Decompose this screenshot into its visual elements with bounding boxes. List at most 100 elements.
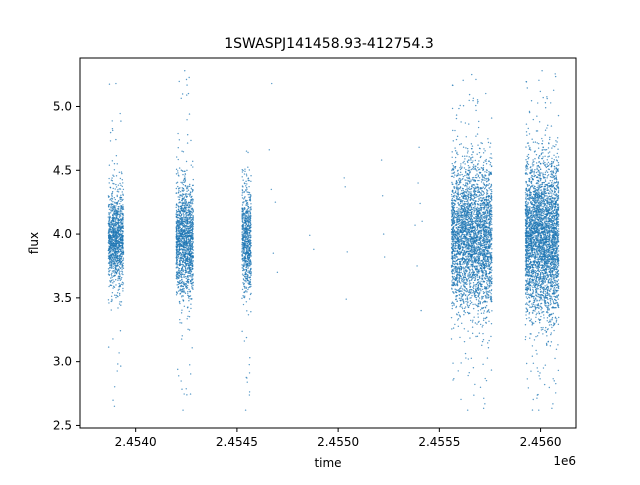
data-point bbox=[113, 280, 115, 283]
data-point bbox=[188, 217, 190, 219]
data-point bbox=[111, 219, 113, 222]
data-point bbox=[122, 287, 124, 290]
data-point bbox=[114, 202, 116, 204]
data-point bbox=[113, 163, 116, 165]
data-point bbox=[246, 249, 248, 251]
data-point bbox=[469, 215, 472, 217]
data-point bbox=[247, 282, 249, 284]
data-point bbox=[250, 311, 252, 313]
data-point bbox=[184, 292, 187, 295]
data-point bbox=[250, 245, 252, 247]
data-point bbox=[183, 393, 185, 395]
data-point bbox=[120, 278, 122, 280]
data-point bbox=[181, 257, 183, 260]
data-point bbox=[190, 234, 192, 236]
data-point bbox=[115, 226, 117, 228]
data-point bbox=[121, 172, 123, 175]
data-point bbox=[111, 292, 114, 294]
data-point bbox=[246, 381, 248, 383]
data-point bbox=[478, 297, 481, 299]
data-point bbox=[248, 264, 251, 266]
data-point bbox=[244, 217, 246, 220]
data-point bbox=[245, 286, 247, 288]
data-point bbox=[188, 193, 191, 195]
data-point bbox=[186, 190, 188, 193]
data-point bbox=[108, 222, 110, 224]
data-point bbox=[247, 314, 250, 316]
data-point bbox=[486, 190, 488, 192]
data-point bbox=[245, 269, 248, 272]
data-point bbox=[107, 232, 110, 234]
data-point bbox=[491, 215, 493, 218]
data-point bbox=[109, 269, 111, 272]
data-point bbox=[188, 76, 190, 79]
data-point bbox=[116, 255, 118, 257]
data-point bbox=[249, 278, 252, 281]
data-point bbox=[110, 206, 112, 209]
data-point bbox=[189, 250, 191, 252]
data-point bbox=[460, 277, 462, 280]
data-point bbox=[473, 235, 476, 237]
data-point bbox=[466, 299, 469, 301]
data-point bbox=[178, 275, 181, 277]
data-point bbox=[485, 198, 487, 201]
data-point bbox=[457, 179, 460, 181]
data-point bbox=[489, 218, 491, 221]
data-point bbox=[175, 182, 178, 184]
data-point bbox=[192, 215, 194, 217]
data-point bbox=[119, 270, 121, 273]
data-point bbox=[180, 244, 183, 246]
data-point bbox=[465, 256, 467, 258]
data-point bbox=[243, 236, 245, 239]
data-point bbox=[189, 222, 191, 224]
data-point bbox=[178, 198, 181, 201]
data-point bbox=[183, 284, 186, 286]
data-point bbox=[121, 231, 124, 233]
data-point bbox=[248, 239, 250, 242]
data-point bbox=[182, 270, 184, 272]
data-point bbox=[487, 285, 489, 287]
data-point bbox=[244, 243, 246, 245]
data-point bbox=[249, 243, 251, 245]
data-point bbox=[477, 313, 479, 315]
data-point bbox=[182, 173, 184, 176]
data-point bbox=[118, 221, 120, 223]
data-point bbox=[111, 247, 113, 249]
data-point bbox=[459, 265, 461, 267]
data-point bbox=[491, 207, 493, 209]
data-point bbox=[108, 261, 110, 264]
data-point bbox=[122, 249, 124, 251]
data-point bbox=[122, 259, 125, 261]
data-point bbox=[118, 211, 120, 213]
data-point bbox=[465, 136, 467, 138]
data-point bbox=[179, 289, 181, 292]
data-point bbox=[113, 228, 116, 231]
data-point bbox=[241, 233, 243, 235]
data-point bbox=[482, 204, 484, 207]
data-point bbox=[111, 262, 113, 265]
data-point bbox=[177, 210, 180, 213]
data-point bbox=[191, 212, 194, 214]
data-point bbox=[248, 262, 250, 264]
data-point bbox=[488, 243, 490, 245]
data-point bbox=[111, 128, 114, 130]
data-point bbox=[120, 215, 122, 217]
data-point bbox=[117, 264, 119, 267]
data-point bbox=[247, 271, 249, 273]
data-point bbox=[175, 243, 178, 246]
data-point bbox=[113, 210, 116, 212]
data-point bbox=[191, 201, 193, 203]
data-point bbox=[191, 202, 194, 205]
data-point bbox=[113, 211, 115, 214]
data-point bbox=[117, 189, 119, 191]
data-point bbox=[120, 219, 123, 221]
data-point bbox=[112, 174, 114, 176]
data-point bbox=[247, 218, 250, 220]
data-point bbox=[177, 255, 179, 257]
data-point bbox=[246, 191, 248, 193]
data-point bbox=[176, 273, 179, 275]
data-point bbox=[114, 294, 116, 296]
data-point bbox=[175, 173, 178, 175]
data-point bbox=[175, 260, 178, 263]
data-point bbox=[119, 236, 122, 239]
